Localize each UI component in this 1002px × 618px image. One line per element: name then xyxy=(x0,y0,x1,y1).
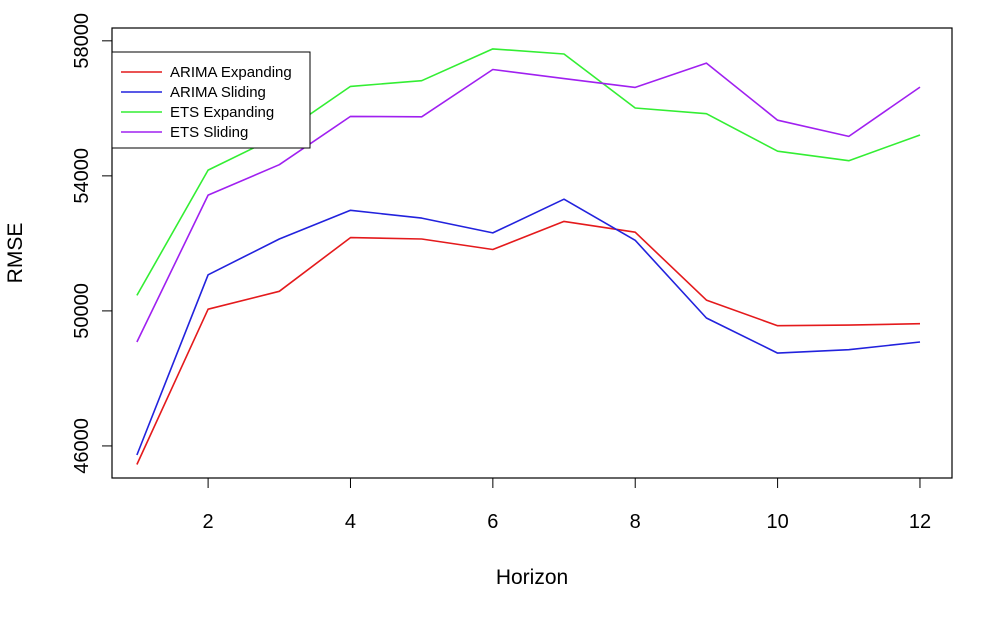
legend-label: ARIMA Expanding xyxy=(170,64,292,81)
y-axis-title: RMSE xyxy=(4,223,27,284)
x-tick-label: 4 xyxy=(345,511,356,533)
x-tick-label: 2 xyxy=(203,511,214,533)
y-tick-label: 50000 xyxy=(71,283,93,339)
series-line-arima-sliding xyxy=(136,198,921,456)
y-axis: 46000 50000 54000 58000 xyxy=(71,13,113,474)
y-tick-label: 54000 xyxy=(71,148,93,204)
legend-label: ETS Sliding xyxy=(170,124,248,141)
y-tick-label: 46000 xyxy=(71,418,93,474)
series-line-ets-sliding xyxy=(136,62,921,343)
series-line-arima-expanding xyxy=(136,220,921,465)
legend: ARIMA Expanding ARIMA Sliding ETS Expandin… xyxy=(111,51,311,149)
x-tick-label: 10 xyxy=(766,511,788,533)
x-tick-label: 6 xyxy=(487,511,498,533)
legend-items: ARIMA Expanding ARIMA Sliding ETS Expandin… xyxy=(121,64,292,141)
legend-label: ETS Expanding xyxy=(170,104,274,121)
x-axis: 2 4 6 8 10 12 xyxy=(203,477,931,533)
x-axis-title: Horizon xyxy=(496,566,568,589)
y-tick-label: 58000 xyxy=(71,13,93,69)
x-tick-label: 8 xyxy=(630,511,641,533)
x-tick-label: 12 xyxy=(909,511,931,533)
legend-label: ARIMA Sliding xyxy=(170,84,266,101)
